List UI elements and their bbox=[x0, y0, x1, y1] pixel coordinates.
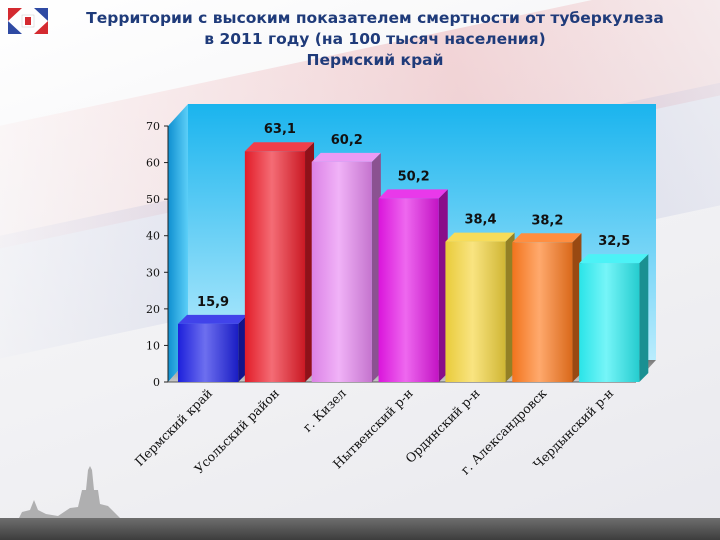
bar-front bbox=[512, 242, 573, 382]
bar-side bbox=[639, 254, 649, 382]
y-tick-label: 50 bbox=[146, 193, 160, 206]
data-label: 63,1 bbox=[264, 122, 296, 137]
bar-top bbox=[378, 189, 448, 199]
bar bbox=[311, 152, 381, 382]
bar-front bbox=[579, 263, 640, 382]
y-tick-label: 70 bbox=[146, 120, 160, 133]
data-label: 15,9 bbox=[197, 295, 229, 310]
y-tick-label: 10 bbox=[146, 339, 160, 352]
y-tick-label: 30 bbox=[146, 266, 160, 279]
data-label: 50,2 bbox=[398, 169, 430, 184]
bar-top bbox=[178, 314, 248, 324]
bar-top bbox=[244, 142, 315, 152]
bar-top bbox=[445, 232, 515, 242]
bar-top bbox=[579, 254, 649, 264]
bar-front bbox=[244, 151, 306, 382]
bar-top bbox=[512, 233, 582, 243]
data-label: 38,4 bbox=[464, 213, 496, 228]
bar-front bbox=[378, 198, 439, 382]
bar bbox=[178, 314, 248, 382]
title-line-3: Пермский край bbox=[306, 51, 444, 69]
data-label: 38,2 bbox=[531, 213, 563, 228]
bar bbox=[579, 254, 649, 382]
bar bbox=[445, 232, 515, 382]
bar-top bbox=[311, 152, 381, 162]
bar-front bbox=[445, 241, 506, 382]
y-tick-label: 20 bbox=[146, 303, 160, 316]
page-title: Территории с высоким показателем смертно… bbox=[55, 8, 695, 71]
footer-bar bbox=[0, 518, 720, 540]
data-label: 32,5 bbox=[598, 234, 630, 249]
data-label: 60,2 bbox=[331, 133, 363, 148]
x-tick-label: г. Кизел bbox=[300, 385, 349, 434]
title-line-1: Территории с высоким показателем смертно… bbox=[86, 9, 664, 27]
title-line-2: в 2011 году (на 100 тысяч населения) bbox=[204, 30, 546, 48]
bar-front bbox=[311, 161, 372, 382]
bar bbox=[244, 142, 315, 382]
y-tick-label: 0 bbox=[153, 376, 160, 389]
bar-front bbox=[178, 323, 239, 382]
bar bbox=[512, 233, 582, 382]
flag-logo-icon bbox=[8, 8, 48, 34]
y-tick-label: 60 bbox=[146, 157, 160, 170]
bar bbox=[378, 189, 448, 382]
chart-side-wall bbox=[168, 104, 188, 382]
y-tick-label: 40 bbox=[146, 230, 160, 243]
